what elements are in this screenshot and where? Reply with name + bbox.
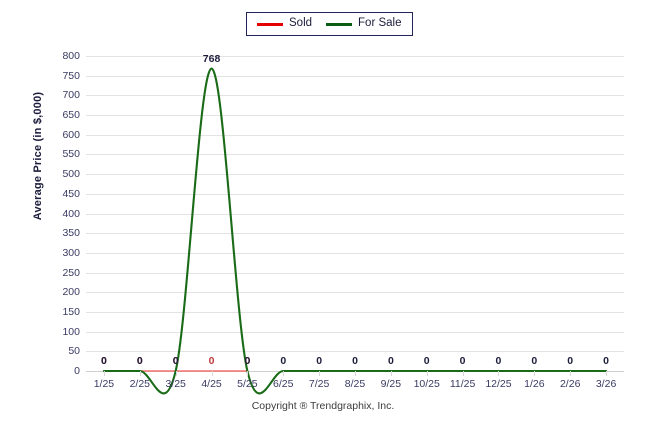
y-tick-label: 700: [62, 89, 80, 102]
gridline: 250: [62, 267, 624, 279]
gridline: 100: [62, 326, 624, 338]
y-tick-label: 650: [62, 109, 80, 122]
chart-legend: Sold For Sale: [246, 12, 413, 36]
x-tick: [175, 371, 177, 376]
x-tick: [319, 371, 321, 376]
y-tick-label: 500: [62, 168, 80, 181]
gridline: 50: [68, 345, 624, 357]
y-tick-label: 250: [62, 266, 80, 279]
gridline: 800: [62, 50, 624, 62]
y-tick-label: 300: [62, 246, 80, 259]
x-tick: [283, 371, 285, 376]
gridline: 750: [62, 70, 624, 82]
x-tick-label: 1/25: [93, 378, 115, 390]
x-tick: [606, 371, 608, 376]
gridline: 500: [62, 168, 624, 180]
y-tick-label: 100: [62, 325, 80, 338]
gridline: 400: [62, 208, 624, 220]
y-axis-title: Average Price (in $,000): [32, 91, 44, 221]
x-tick-label: 5/25: [237, 378, 258, 390]
gridline: 600: [62, 129, 624, 141]
x-tick-label: 12/25: [485, 378, 512, 390]
gridline: 350: [62, 227, 624, 239]
y-tick-label: 450: [62, 187, 80, 200]
gridline: 550: [62, 148, 624, 160]
x-tick: [247, 371, 249, 376]
x-tick: [211, 371, 213, 376]
x-tick: [534, 371, 536, 376]
copyright-notice: Copyright ® Trendgraphix, Inc.: [251, 400, 395, 412]
x-tick-label: 4/25: [201, 378, 222, 390]
gridline: 650: [62, 109, 624, 121]
y-tick-label: 400: [62, 207, 80, 220]
y-tick-label: 800: [62, 50, 80, 62]
x-tick-label: 1/26: [524, 378, 545, 390]
legend-swatch-for-sale: [326, 22, 353, 26]
series-line-for-sale: [102, 67, 608, 395]
y-tick-label: 150: [62, 305, 80, 318]
x-tick-label: 9/25: [380, 378, 402, 390]
y-tick-label: 200: [62, 286, 80, 299]
y-tick-label: 0: [74, 365, 80, 377]
y-tick-label: 350: [62, 227, 80, 240]
x-tick-label: 8/25: [344, 378, 366, 390]
y-tick-label: 550: [62, 148, 80, 161]
series-lines: [102, 67, 608, 395]
legend-entry-for-sale[interactable]: For Sale: [326, 17, 402, 30]
x-tick: [426, 371, 428, 376]
legend-label-sold: Sold: [289, 17, 313, 30]
x-tick-label: 2/26: [559, 378, 581, 390]
x-tick: [139, 371, 141, 376]
x-tick-label: 3/26: [595, 378, 617, 390]
gridline: 450: [62, 188, 624, 200]
legend-swatch-sold: [257, 22, 283, 26]
x-tick-label: 7/25: [308, 378, 330, 390]
x-tick-label: 3/25: [165, 378, 186, 390]
x-tick-label: 2/25: [129, 378, 151, 390]
x-tick: [570, 371, 572, 376]
x-tick: [390, 371, 392, 376]
gridline: 150: [62, 306, 624, 318]
x-tick: [103, 371, 105, 376]
legend-entry-sold[interactable]: Sold: [257, 18, 312, 30]
y-tick-label: 750: [62, 69, 80, 82]
gridlines: 800 750 700 650 600 550 500 450 400 350 300 250 200 1…: [62, 50, 624, 377]
x-tick: [462, 371, 464, 376]
x-tick: [498, 371, 500, 376]
x-tick: [355, 371, 356, 376]
legend-label-for-sale: For Sale: [358, 17, 402, 30]
y-tick-label: 50: [68, 345, 80, 358]
x-tick-label: 10/25: [413, 378, 440, 390]
gridline: 200: [62, 286, 624, 298]
y-tick-label: 600: [62, 128, 80, 141]
gridline: 700: [62, 89, 624, 101]
gridline: 300: [62, 247, 624, 259]
x-tick-label: 6/25: [273, 378, 294, 390]
plot-area: 800 750 700 650 600 550 500 450 400 350 300 250 200 1…: [62, 50, 624, 395]
x-tick-label: 11/25: [449, 378, 476, 390]
